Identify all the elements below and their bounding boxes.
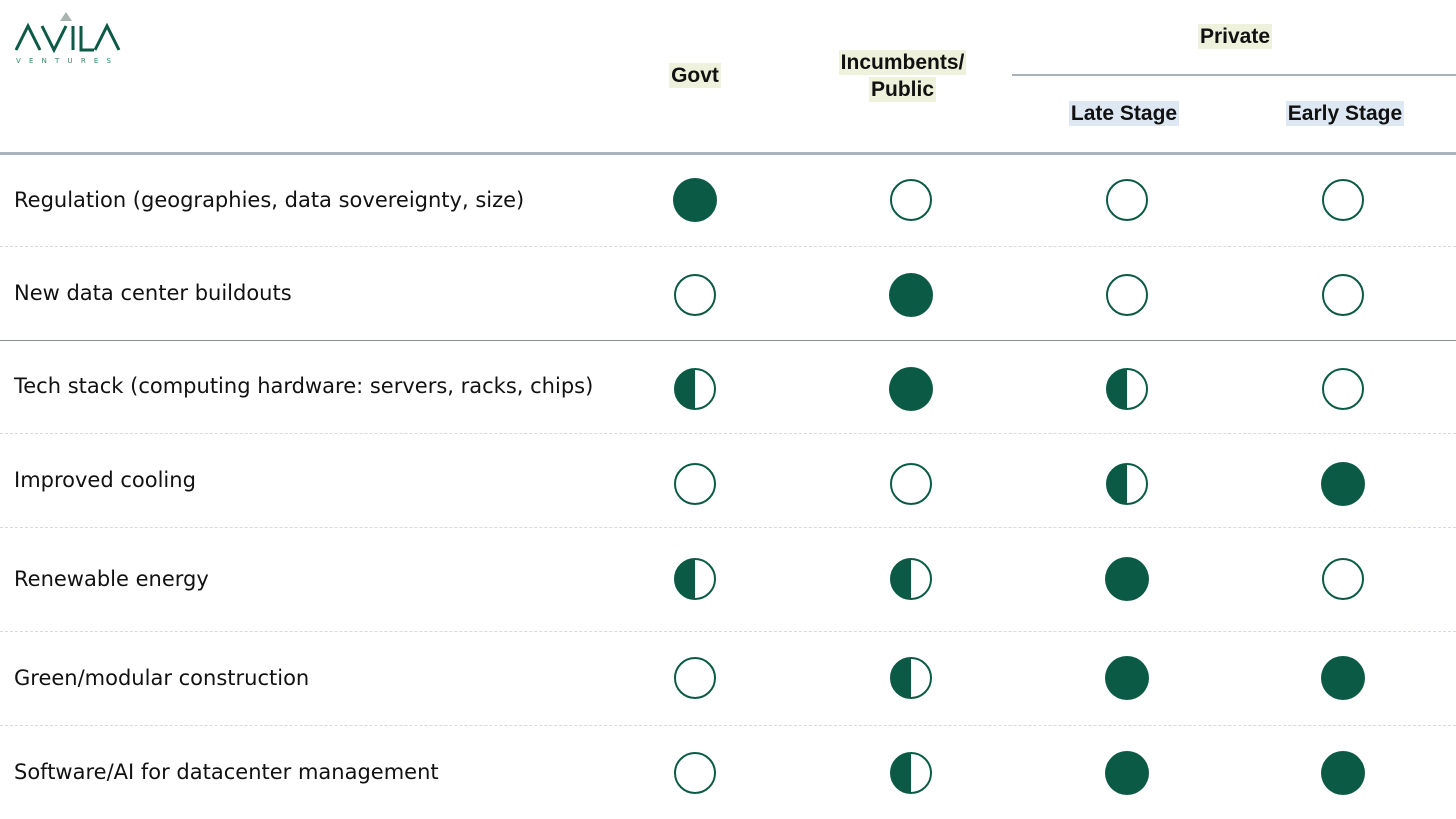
private-header-divider xyxy=(1012,74,1456,76)
rating-incumbents-half-icon xyxy=(890,558,932,600)
rating-incumbents-empty-icon xyxy=(890,463,932,505)
group-separator xyxy=(0,340,1456,341)
column-header-late-stage: Late Stage xyxy=(1068,101,1180,126)
rating-early-stage-full-icon xyxy=(1321,462,1365,506)
rating-incumbents-full-icon xyxy=(889,367,933,411)
column-header-incumbents: Incumbents/ Public xyxy=(838,50,967,102)
column-header-govt: Govt xyxy=(669,63,721,88)
rating-govt-empty-icon xyxy=(674,274,716,316)
column-header-early-stage: Early Stage xyxy=(1285,101,1405,126)
rating-late-stage-empty-icon xyxy=(1106,179,1148,221)
avila-logo-icon xyxy=(14,12,121,54)
rating-early-stage-empty-icon xyxy=(1322,368,1364,410)
rating-early-stage-full-icon xyxy=(1321,751,1365,795)
row-label-renewable-energy: Renewable energy xyxy=(14,567,209,591)
rating-incumbents-half-icon xyxy=(890,752,932,794)
column-header-private: Private xyxy=(1197,24,1273,49)
row-label-software-ai: Software/AI for datacenter management xyxy=(14,760,439,784)
row-label-tech-stack: Tech stack (computing hardware: servers,… xyxy=(14,374,594,398)
rating-govt-half-icon xyxy=(674,368,716,410)
rating-govt-empty-icon xyxy=(674,752,716,794)
rating-govt-empty-icon xyxy=(674,657,716,699)
header-divider xyxy=(0,152,1456,155)
rating-late-stage-full-icon xyxy=(1105,557,1149,601)
rating-incumbents-full-icon xyxy=(889,273,933,317)
row-separator xyxy=(0,631,1456,632)
rating-late-stage-half-icon xyxy=(1106,368,1148,410)
brand-subtitle: VENTURES xyxy=(16,57,120,65)
row-label-data-center-buildouts: New data center buildouts xyxy=(14,281,292,305)
row-label-improved-cooling: Improved cooling xyxy=(14,468,196,492)
row-separator xyxy=(0,433,1456,434)
rating-early-stage-full-icon xyxy=(1321,656,1365,700)
rating-late-stage-full-icon xyxy=(1105,751,1149,795)
rating-incumbents-empty-icon xyxy=(890,179,932,221)
rating-early-stage-empty-icon xyxy=(1322,558,1364,600)
rating-late-stage-half-icon xyxy=(1106,463,1148,505)
rating-late-stage-empty-icon xyxy=(1106,274,1148,316)
row-label-green-modular-construction: Green/modular construction xyxy=(14,666,310,690)
row-label-regulation: Regulation (geographies, data sovereignt… xyxy=(14,188,525,212)
rating-govt-full-icon xyxy=(673,178,717,222)
row-separator xyxy=(0,527,1456,528)
brand-logo xyxy=(14,12,124,66)
rating-early-stage-empty-icon xyxy=(1322,274,1364,316)
row-separator xyxy=(0,246,1456,247)
rating-incumbents-half-icon xyxy=(890,657,932,699)
row-separator xyxy=(0,725,1456,726)
rating-govt-half-icon xyxy=(674,558,716,600)
rating-late-stage-full-icon xyxy=(1105,656,1149,700)
rating-early-stage-empty-icon xyxy=(1322,179,1364,221)
rating-govt-empty-icon xyxy=(674,463,716,505)
